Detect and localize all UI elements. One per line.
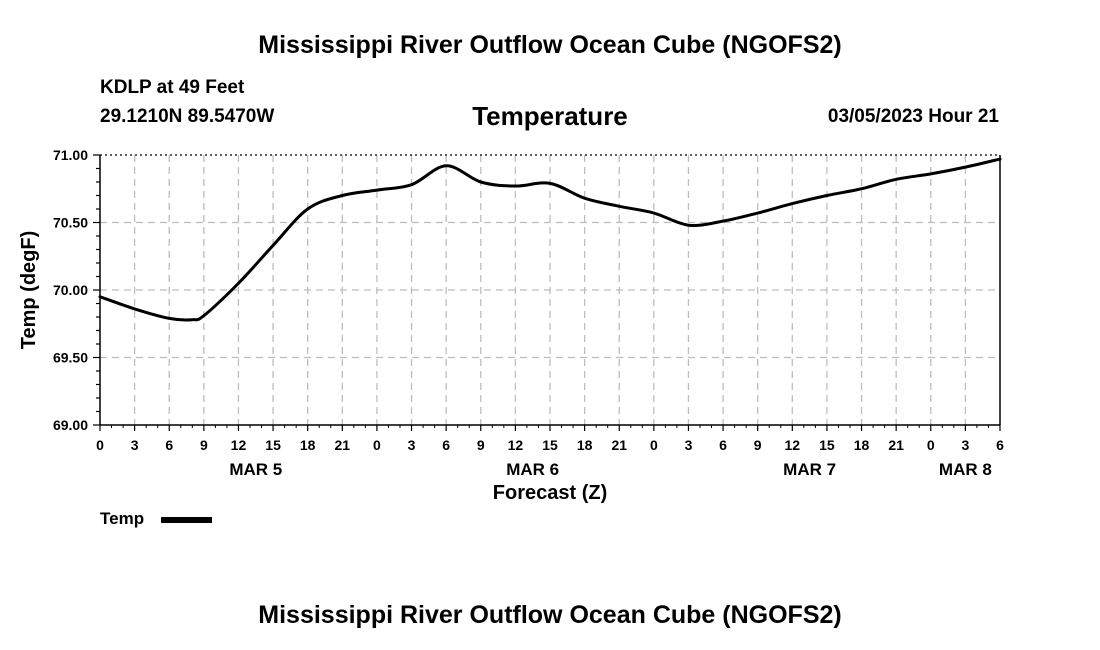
day-label: MAR 5	[229, 460, 282, 479]
axes	[93, 154, 1001, 431]
y-tick-label: 70.00	[53, 282, 88, 298]
tick-labels: 69.00 69.50 70.00 70.50 71.00 0 3 6 9 12 15 18 21 0 3 6…	[18, 147, 1004, 479]
x-tick-label: 18	[300, 437, 316, 453]
x-tick-label: 21	[888, 437, 904, 453]
x-tick-label: 9	[477, 437, 485, 453]
x-tick-label: 9	[754, 437, 762, 453]
x-tick-label: 21	[611, 437, 627, 453]
series-layer	[98, 157, 1002, 322]
x-tick-label: 18	[854, 437, 870, 453]
x-tick-label: 3	[685, 437, 693, 453]
chart-subtitle: Temperature	[472, 101, 628, 131]
datetime-label: 03/05/2023 Hour 21	[827, 106, 999, 127]
coordinates-label: 29.1210N 89.5470W	[100, 106, 275, 127]
x-tick-label: 12	[785, 437, 801, 453]
y-tick-label: 70.50	[53, 215, 88, 231]
y-axis-label: Temp (degF)	[18, 231, 40, 350]
x-tick-label: 15	[265, 437, 281, 453]
grid-lines	[100, 155, 1000, 425]
station-label: KDLP at 49 Feet	[100, 77, 245, 98]
x-tick-label: 12	[231, 437, 247, 453]
x-tick-label: 0	[373, 437, 381, 453]
chart-title-bottom: Mississippi River Outflow Ocean Cube (NG…	[258, 601, 842, 629]
x-tick-label: 3	[961, 437, 969, 453]
x-tick-label: 6	[442, 437, 450, 453]
x-tick-label: 6	[719, 437, 727, 453]
day-label: MAR 8	[939, 460, 992, 479]
x-tick-label: 15	[542, 437, 558, 453]
legend-label: Temp	[100, 509, 145, 528]
chart-title-top: Mississippi River Outflow Ocean Cube (NG…	[258, 31, 842, 59]
y-tick-label: 69.00	[53, 417, 88, 433]
x-tick-label: 6	[165, 437, 173, 453]
temp-series-line	[98, 157, 1002, 322]
x-tick-label: 9	[200, 437, 208, 453]
legend-line-swatch	[161, 517, 212, 523]
x-axis-label: Forecast (Z)	[492, 482, 608, 504]
day-label: MAR 7	[783, 460, 836, 479]
x-tick-label: 21	[335, 437, 351, 453]
y-tick-label: 71.00	[53, 147, 88, 163]
x-tick-label: 3	[131, 437, 139, 453]
y-tick-label: 69.50	[53, 350, 88, 366]
x-tick-label: 18	[577, 437, 593, 453]
x-tick-label: 0	[650, 437, 658, 453]
x-tick-label: 6	[996, 437, 1004, 453]
x-tick-label: 0	[96, 437, 104, 453]
day-label: MAR 6	[506, 460, 559, 479]
x-tick-label: 12	[508, 437, 524, 453]
x-tick-label: 3	[408, 437, 416, 453]
x-tick-label: 15	[819, 437, 835, 453]
x-tick-label: 0	[927, 437, 935, 453]
